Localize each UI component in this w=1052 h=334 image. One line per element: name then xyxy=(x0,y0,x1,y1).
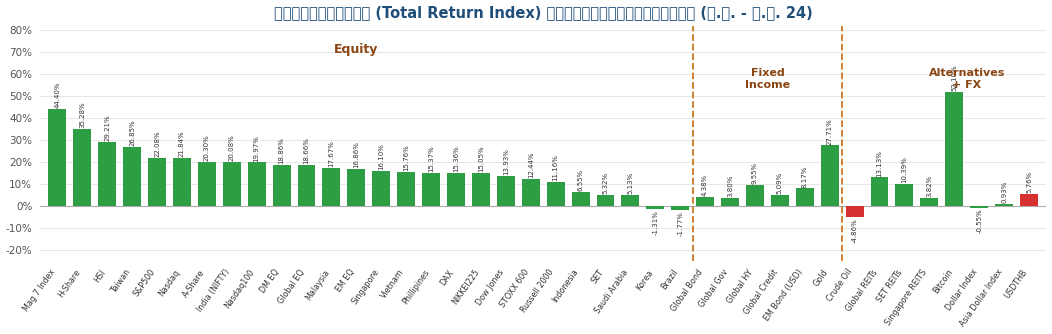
Bar xyxy=(871,177,889,206)
Text: 15.05%: 15.05% xyxy=(478,146,484,172)
Bar xyxy=(123,147,141,206)
Bar xyxy=(646,206,664,209)
Bar xyxy=(223,162,241,206)
Text: 3.80%: 3.80% xyxy=(727,175,733,197)
Text: 20.08%: 20.08% xyxy=(228,135,235,161)
Text: 27.71%: 27.71% xyxy=(827,118,833,145)
Bar xyxy=(795,188,814,206)
Bar xyxy=(148,158,166,206)
Text: 44.40%: 44.40% xyxy=(55,81,60,108)
Bar xyxy=(846,206,864,217)
Bar xyxy=(372,171,390,206)
Bar xyxy=(447,173,465,206)
Text: 16.86%: 16.86% xyxy=(353,142,360,168)
Text: Equity: Equity xyxy=(335,43,379,56)
Bar xyxy=(821,145,838,206)
Text: -1.77%: -1.77% xyxy=(677,211,683,236)
Bar xyxy=(895,183,913,206)
Text: 5.09%: 5.09% xyxy=(776,172,783,194)
Text: 15.37%: 15.37% xyxy=(428,145,434,172)
Bar xyxy=(622,195,640,206)
Text: 6.55%: 6.55% xyxy=(578,169,584,191)
Text: -0.55%: -0.55% xyxy=(976,208,983,233)
Text: 26.85%: 26.85% xyxy=(129,120,135,146)
Text: 11.16%: 11.16% xyxy=(552,154,559,181)
Bar xyxy=(746,185,764,206)
Bar xyxy=(198,162,216,206)
Bar xyxy=(771,195,789,206)
Text: 5.76%: 5.76% xyxy=(1026,171,1032,193)
Bar xyxy=(497,176,514,206)
Text: 13.93%: 13.93% xyxy=(503,148,509,175)
Bar xyxy=(970,206,988,208)
Text: 8.17%: 8.17% xyxy=(802,165,808,187)
Bar xyxy=(1020,194,1038,206)
Text: -1.31%: -1.31% xyxy=(652,210,659,235)
Text: 5.13%: 5.13% xyxy=(627,172,633,194)
Bar xyxy=(946,92,964,206)
Text: 15.76%: 15.76% xyxy=(403,144,409,171)
Text: 21.84%: 21.84% xyxy=(179,131,185,157)
Text: 5.32%: 5.32% xyxy=(603,172,608,194)
Text: 18.66%: 18.66% xyxy=(304,138,309,164)
Text: 22.08%: 22.08% xyxy=(154,130,160,157)
Bar xyxy=(347,169,365,206)
Bar xyxy=(98,142,116,206)
Bar xyxy=(547,182,565,206)
Bar xyxy=(173,158,190,206)
Text: 3.82%: 3.82% xyxy=(927,175,932,197)
Text: 16.10%: 16.10% xyxy=(379,143,384,170)
Text: Alternatives
+ FX: Alternatives + FX xyxy=(929,68,1005,90)
Bar xyxy=(422,173,440,206)
Bar xyxy=(74,129,92,206)
Bar xyxy=(272,165,290,206)
Bar xyxy=(721,198,739,206)
Text: 9.55%: 9.55% xyxy=(752,162,757,184)
Text: 52.10%: 52.10% xyxy=(951,64,957,91)
Text: -4.86%: -4.86% xyxy=(852,218,857,243)
Text: 13.13%: 13.13% xyxy=(876,150,883,177)
Bar xyxy=(398,172,416,206)
Bar xyxy=(995,204,1013,206)
Bar xyxy=(298,165,316,206)
Text: 4.38%: 4.38% xyxy=(702,174,708,196)
Title: ผลตอบแทนรวม (Total Return Index) ของแต่ละสินทรัพย์ (ม.ค. - ก.ย. 24): ผลตอบแทนรวม (Total Return Index) ของแต่ล… xyxy=(274,6,812,21)
Text: 15.36%: 15.36% xyxy=(453,145,459,172)
Text: 35.28%: 35.28% xyxy=(79,101,85,128)
Text: Fixed
Income: Fixed Income xyxy=(745,68,790,90)
Bar xyxy=(522,179,540,206)
Text: 29.21%: 29.21% xyxy=(104,115,110,141)
Bar xyxy=(920,198,938,206)
Bar xyxy=(247,162,266,206)
Text: 20.30%: 20.30% xyxy=(204,134,209,161)
Text: 10.39%: 10.39% xyxy=(902,156,908,183)
Bar xyxy=(596,195,614,206)
Text: 12.44%: 12.44% xyxy=(528,152,533,178)
Text: 17.67%: 17.67% xyxy=(328,140,335,167)
Bar xyxy=(472,173,490,206)
Bar xyxy=(671,206,689,210)
Bar xyxy=(48,109,66,206)
Bar xyxy=(323,168,341,206)
Text: 19.97%: 19.97% xyxy=(254,135,260,162)
Bar xyxy=(571,192,589,206)
Bar xyxy=(696,197,714,206)
Text: 0.93%: 0.93% xyxy=(1002,181,1007,203)
Text: 18.86%: 18.86% xyxy=(279,137,285,164)
